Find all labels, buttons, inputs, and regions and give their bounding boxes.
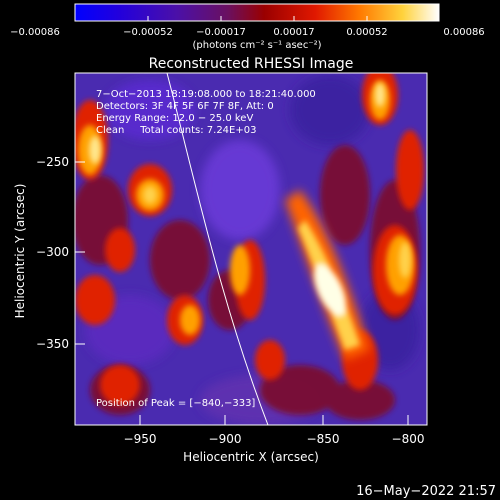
limb-curve bbox=[166, 73, 269, 425]
footer-timestamp: 16−May−2022 21:57 bbox=[356, 484, 496, 499]
x-tick-label: −900 bbox=[209, 432, 242, 446]
annotation-total-counts: Clean Total counts: 7.24E+03 bbox=[96, 125, 256, 136]
y-tick-label: −250 bbox=[36, 155, 69, 169]
annotation-time-range: 7−Oct−2013 18:19:08.000 to 18:21:40.000 bbox=[96, 89, 316, 100]
plot-title: Reconstructed RHESSI Image bbox=[149, 56, 354, 72]
x-axis-ticks bbox=[139, 415, 409, 425]
y-axis-label: Heliocentric Y (arcsec) bbox=[13, 184, 27, 319]
colorbar-tick-label: −0.00052 bbox=[123, 27, 173, 38]
x-axis-label: Heliocentric X (arcsec) bbox=[183, 450, 319, 464]
colorbar-tick-label: 0.00086 bbox=[443, 27, 484, 38]
annotation-detectors: Detectors: 3F 4F 5F 6F 7F 8F, Att: 0 bbox=[96, 101, 274, 112]
x-tick-label: −850 bbox=[307, 432, 340, 446]
colorbar-tick-label: 0.00017 bbox=[273, 27, 314, 38]
colorbar-tick-label: 0.00052 bbox=[346, 27, 387, 38]
plot-frame bbox=[74, 72, 428, 426]
y-tick-label: −300 bbox=[36, 245, 69, 259]
colorbar-tick-label: −0.00086 bbox=[10, 27, 60, 38]
colorbar-ticks bbox=[74, 16, 440, 21]
colorbar-tick-label: −0.00017 bbox=[196, 27, 246, 38]
peak-position-label: Position of Peak = [−840,−333] bbox=[96, 398, 255, 409]
colorbar-unit-label: (photons cm⁻² s⁻¹ asec⁻²) bbox=[192, 40, 321, 51]
y-tick-label: −350 bbox=[36, 337, 69, 351]
image-area bbox=[75, 73, 427, 425]
colorbar bbox=[74, 3, 440, 22]
y-axis-ticks bbox=[75, 161, 85, 345]
x-tick-label: −950 bbox=[124, 432, 157, 446]
annotation-energy-range: Energy Range: 12.0 − 25.0 keV bbox=[96, 113, 253, 124]
x-tick-label: −800 bbox=[392, 432, 425, 446]
